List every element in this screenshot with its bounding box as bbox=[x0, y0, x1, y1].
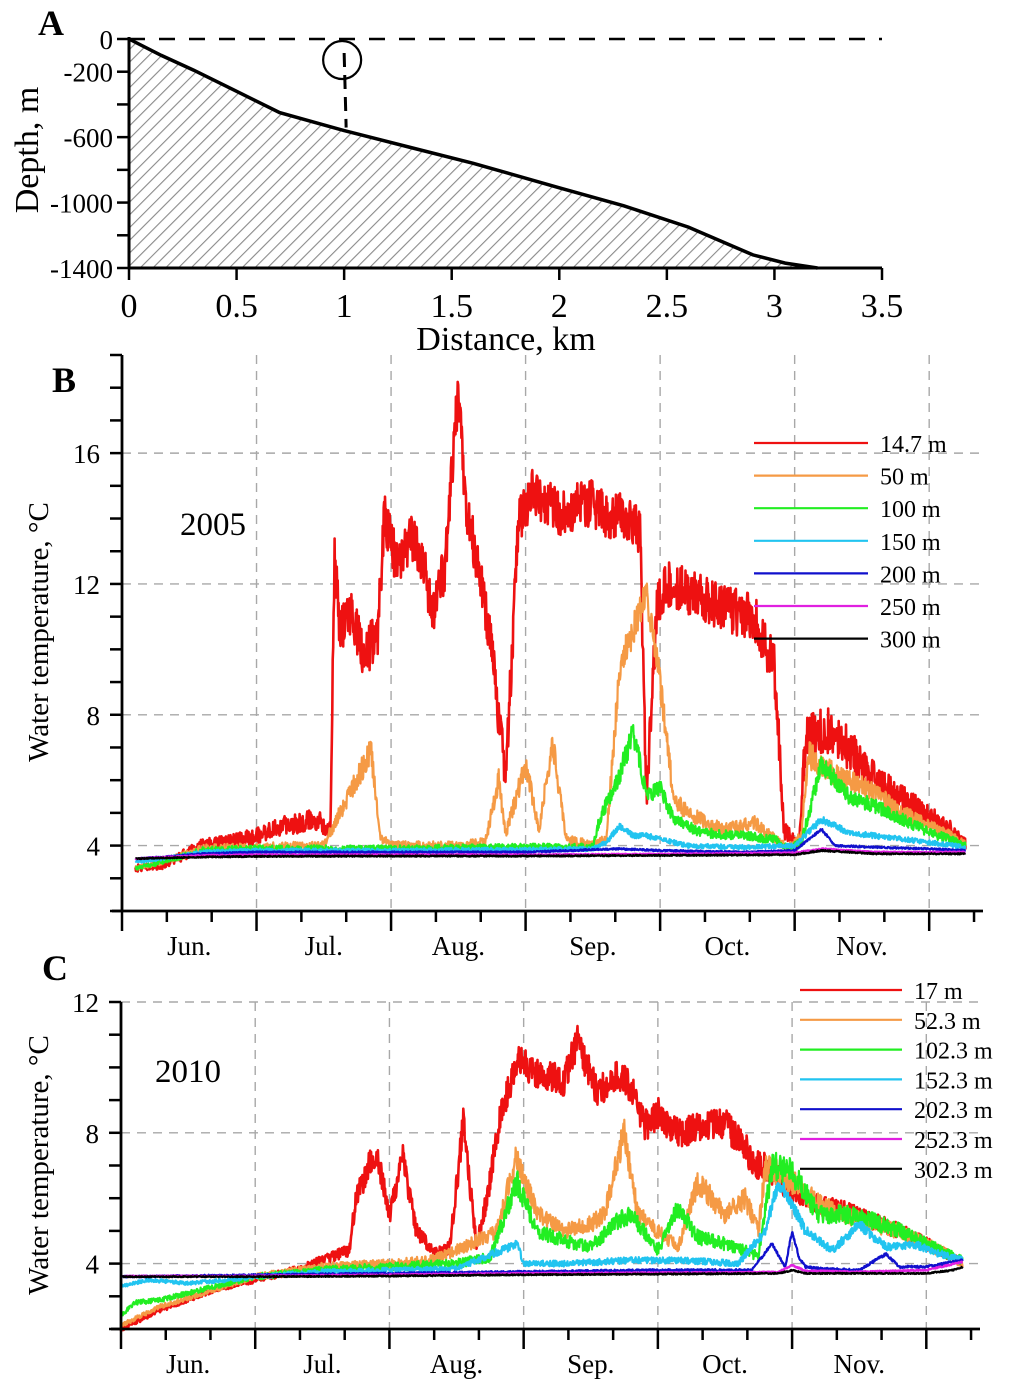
panel-a-x-tick-label: 1.5 bbox=[430, 288, 473, 325]
b-legend-item: 100 m bbox=[754, 497, 941, 523]
b-y-tick-label: 12 bbox=[73, 570, 100, 600]
panel-b-axes: 4 8 12 16 Jun. Jul. Aug. Sep. Oct. Nov. bbox=[73, 353, 983, 961]
panel-letter-c: C bbox=[42, 948, 68, 988]
c-y-tick-label: 12 bbox=[72, 988, 99, 1018]
panel-a-x-tick-label: 1 bbox=[336, 288, 353, 325]
b-legend-item: 14.7 m bbox=[754, 432, 947, 458]
c-x-tick-label: Nov. bbox=[833, 1349, 885, 1379]
c-legend-item: 152.3 m bbox=[800, 1068, 993, 1094]
b-legend-item: 150 m bbox=[754, 530, 941, 556]
c-legend-label: 252.3 m bbox=[914, 1128, 993, 1154]
seabed-profile-line bbox=[128, 37, 818, 270]
panel-c-axes: 4 8 12 Jun. Jul. Aug. Sep. Oct. Nov. bbox=[72, 988, 980, 1379]
b-legend-label: 200 m bbox=[880, 562, 941, 588]
panel-c: C 4 8 12 Jun. Jul. Aug. Sep. Oct. Nov. 2010 Wate… bbox=[23, 948, 993, 1379]
panel-c-legend: 17 m 52.3 m 102.3 m 152.3 m 202.3 m 252.3 m 30… bbox=[800, 979, 993, 1184]
panel-a-x-tick-label: 0.5 bbox=[215, 288, 258, 325]
panel-letter-b: B bbox=[52, 360, 76, 400]
c-legend-item: 252.3 m bbox=[800, 1128, 993, 1154]
b-x-tick-label: Aug. bbox=[432, 931, 485, 961]
panel-a-y-tick-label: -1400 bbox=[50, 254, 113, 284]
c-legend-item: 202.3 m bbox=[800, 1098, 993, 1124]
panel-a-y-axis-title: Depth, m bbox=[9, 87, 46, 214]
b-series-line-300-m bbox=[134, 848, 967, 861]
b-y-tick-label: 4 bbox=[87, 832, 101, 862]
panel-b: B 4 8 12 16 Jun. Jul. Aug. Sep. Oct. Nov. 2005 Wa… bbox=[23, 353, 983, 961]
panel-a-x-axis-title: Distance, km bbox=[416, 321, 595, 358]
panel-b-series bbox=[134, 380, 967, 873]
panel-letter-a: A bbox=[38, 3, 64, 43]
panel-a-x-tick-label: 2.5 bbox=[646, 288, 689, 325]
panel-a-axes: 0 0.5 1 1.5 2 2.5 3 3.50-200-600-1000-1400 bbox=[50, 25, 903, 325]
c-legend-item: 302.3 m bbox=[800, 1158, 993, 1184]
b-legend-label: 50 m bbox=[880, 465, 929, 491]
panel-c-year-label: 2010 bbox=[155, 1054, 221, 1090]
mooring-line bbox=[342, 52, 348, 128]
b-x-tick-label: Sep. bbox=[569, 931, 616, 961]
panel-c-series bbox=[119, 1024, 964, 1332]
c-x-tick-label: Aug. bbox=[430, 1349, 483, 1379]
c-x-tick-label: Sep. bbox=[567, 1349, 614, 1379]
b-legend-item: 250 m bbox=[754, 595, 941, 621]
b-series-line-14-7-m bbox=[134, 380, 967, 873]
b-legend-label: 300 m bbox=[880, 628, 941, 654]
c-legend-label: 152.3 m bbox=[914, 1068, 993, 1094]
panel-b-y-axis-title: Water temperature, °C bbox=[23, 502, 55, 762]
b-legend-label: 250 m bbox=[880, 595, 941, 621]
panel-a: A 0 0.5 1 1.5 2 2.5 3 3.50-200-600-1000-1400 Di… bbox=[9, 3, 903, 358]
b-x-tick-label: Nov. bbox=[836, 931, 888, 961]
panel-a-y-tick-label: 0 bbox=[100, 25, 114, 55]
b-legend-label: 100 m bbox=[880, 497, 941, 523]
seabed-area bbox=[129, 39, 818, 268]
c-x-tick-label: Jun. bbox=[166, 1349, 210, 1379]
c-series-line-102-3-m bbox=[119, 1151, 964, 1319]
panel-a-x-tick-label: 3.5 bbox=[861, 288, 904, 325]
c-x-tick-label: Jul. bbox=[303, 1349, 341, 1379]
b-y-tick-label: 8 bbox=[87, 701, 101, 731]
c-legend-label: 302.3 m bbox=[914, 1158, 993, 1184]
c-y-tick-label: 4 bbox=[86, 1250, 100, 1280]
panel-b-grid bbox=[122, 355, 983, 911]
c-legend-item: 52.3 m bbox=[800, 1009, 981, 1035]
b-x-tick-label: Oct. bbox=[705, 931, 751, 961]
panel-a-y-tick-label: -200 bbox=[64, 58, 114, 88]
c-legend-label: 102.3 m bbox=[914, 1039, 993, 1065]
c-series-line-302-3-m bbox=[120, 1265, 964, 1279]
panel-a-y-tick-label: -600 bbox=[64, 123, 114, 153]
c-y-tick-label: 8 bbox=[86, 1119, 100, 1149]
c-legend-item: 17 m bbox=[800, 979, 963, 1005]
b-legend-item: 50 m bbox=[754, 465, 929, 491]
panel-a-x-tick-label: 2 bbox=[551, 288, 568, 325]
b-legend-item: 300 m bbox=[754, 628, 941, 654]
c-legend-label: 17 m bbox=[914, 979, 963, 1005]
b-legend-label: 150 m bbox=[880, 530, 941, 556]
b-series-line-200-m bbox=[134, 828, 967, 861]
panel-a-x-tick-label: 3 bbox=[766, 288, 783, 325]
b-y-tick-label: 16 bbox=[73, 439, 100, 469]
b-legend-item: 200 m bbox=[754, 562, 941, 588]
panel-a-y-tick-label: -1000 bbox=[50, 189, 113, 219]
panel-b-legend: 14.7 m 50 m 100 m 150 m 200 m 250 m 300 m bbox=[754, 432, 947, 654]
panel-b-year-label: 2005 bbox=[180, 507, 246, 543]
panel-c-y-axis-title: Water temperature, °C bbox=[23, 1035, 55, 1295]
c-legend-item: 102.3 m bbox=[800, 1039, 993, 1065]
c-legend-label: 202.3 m bbox=[914, 1098, 993, 1124]
b-legend-label: 14.7 m bbox=[880, 432, 947, 458]
c-x-tick-label: Oct. bbox=[702, 1349, 748, 1379]
panel-a-x-tick-label: 0 bbox=[121, 288, 138, 325]
c-series-line-17-m bbox=[119, 1024, 964, 1332]
c-legend-label: 52.3 m bbox=[914, 1009, 981, 1035]
mooring-marker bbox=[322, 39, 363, 81]
b-x-tick-label: Jul. bbox=[305, 931, 343, 961]
b-x-tick-label: Jun. bbox=[167, 931, 211, 961]
